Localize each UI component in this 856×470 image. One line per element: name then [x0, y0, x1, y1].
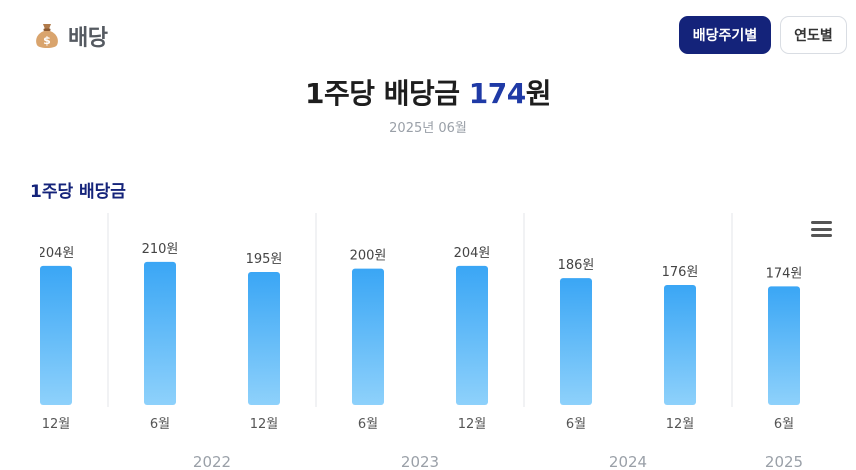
bar-data-label: 210원 [142, 242, 179, 257]
x-tick-label: 6월 [774, 417, 794, 432]
by-period-button[interactable]: 배당주기별 [679, 16, 771, 54]
chart-bar [768, 286, 800, 405]
section-title: 1주당 배당금 [30, 182, 126, 202]
chart-bar [248, 272, 280, 405]
x-tick-label: 6월 [150, 417, 170, 432]
year-label: 2025 [765, 453, 803, 470]
chart-bar [456, 265, 488, 405]
date-label: 2025년 06월 [389, 121, 467, 136]
x-tick-label: 12월 [458, 417, 487, 432]
x-tick-label: 12월 [42, 417, 71, 432]
year-label: 2023 [401, 453, 439, 470]
x-tick-label: 12월 [250, 417, 279, 432]
by-year-button[interactable]: 연도별 [780, 16, 847, 54]
headline: 1주당 배당금 174원 [0, 72, 856, 112]
dividend-chart: 2022 2023 2024 2025 204원 12월 210원 6월 195원 12월 200원… [0, 205, 803, 470]
money-bag-icon: $ [36, 24, 58, 48]
bar-data-label: 195원 [246, 252, 283, 267]
chart-bar [144, 261, 176, 405]
headline-value: 174 [468, 77, 526, 110]
x-tick-label: 12월 [666, 417, 695, 432]
left-fade [0, 205, 40, 445]
chart-menu-icon[interactable] [811, 221, 832, 237]
bar-data-label: 200원 [350, 249, 387, 264]
x-tick-label: 6월 [358, 417, 378, 432]
chart-bar [560, 278, 592, 405]
page-title: 배당 [68, 26, 108, 51]
svg-text:$: $ [43, 34, 51, 47]
headline-suffix: 원 [525, 77, 552, 110]
x-tick-label: 6월 [566, 417, 586, 432]
bar-data-label: 176원 [662, 265, 699, 280]
headline-prefix: 1주당 배당금 [305, 77, 469, 110]
chart-bar [352, 268, 384, 405]
year-label: 2024 [609, 453, 647, 470]
header: $ 배당 [34, 20, 108, 52]
bar-data-label: 204원 [38, 246, 75, 261]
bar-data-label: 186원 [558, 258, 595, 273]
bar-data-label: 204원 [454, 246, 491, 261]
bar-data-label: 174원 [766, 266, 803, 281]
year-label: 2022 [193, 453, 231, 470]
chart-bar [40, 265, 72, 405]
chart-bar [664, 285, 696, 405]
